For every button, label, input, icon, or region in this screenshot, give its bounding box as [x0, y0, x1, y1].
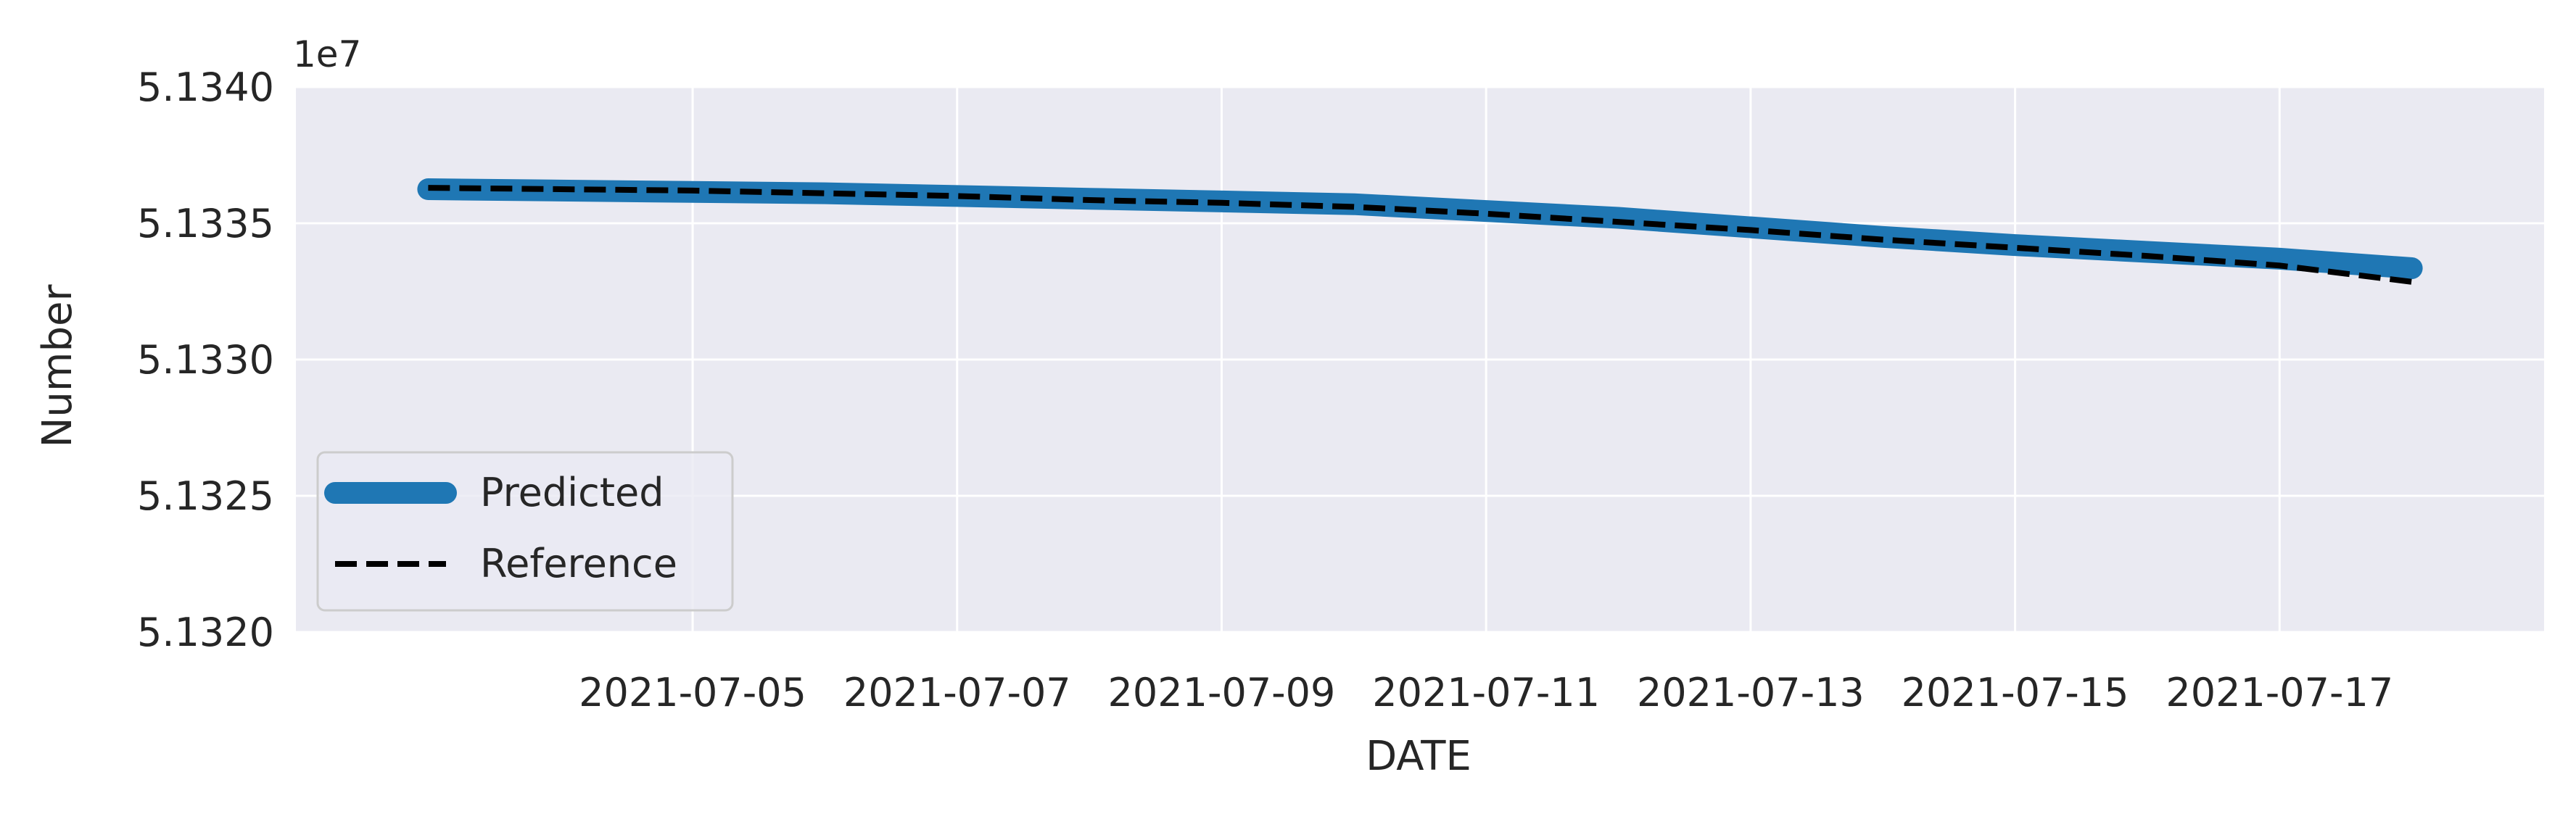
y-axis-offset-label: 1e7 — [293, 33, 361, 75]
data-point-reference — [427, 187, 429, 188]
y-tick-label: 5.1335 — [137, 201, 274, 246]
x-tick-labels: 2021-07-05 2021-07-07 2021-07-09 2021-07-11… — [579, 670, 2393, 715]
data-point-reference — [692, 190, 693, 191]
x-tick-label: 2021-07-15 — [1902, 670, 2129, 715]
data-point-predicted — [1617, 217, 1620, 220]
y-tick-label: 5.1325 — [137, 473, 274, 519]
data-point-reference — [1750, 229, 1751, 231]
data-point-reference — [1089, 199, 1090, 201]
x-tick-label: 2021-07-05 — [579, 670, 806, 715]
data-point-reference — [957, 195, 958, 196]
legend-label-reference: Reference — [480, 541, 677, 586]
data-point-reference — [1485, 213, 1487, 215]
y-tick-label: 5.1340 — [137, 65, 274, 110]
x-tick-label: 2021-07-07 — [843, 670, 1071, 715]
y-axis-label: Number — [34, 284, 81, 448]
data-point-predicted — [2146, 251, 2149, 254]
data-point-reference — [2279, 265, 2280, 266]
x-tick-label: 2021-07-11 — [1372, 670, 1600, 715]
data-point-reference — [1882, 239, 1883, 241]
series-layer — [417, 178, 2423, 285]
data-point-predicted — [2014, 244, 2017, 246]
data-point-predicted — [2411, 267, 2414, 270]
data-point-reference — [2411, 281, 2413, 283]
grid-lines — [296, 86, 2544, 634]
series-line-reference — [428, 185, 2413, 285]
data-point-reference — [2015, 247, 2016, 249]
data-point-reference — [1221, 202, 1223, 204]
y-tick-label: 5.1330 — [137, 337, 274, 383]
data-point-reference — [2147, 255, 2148, 257]
legend: Predicted Reference — [316, 451, 734, 612]
data-point-reference — [1618, 221, 1619, 223]
data-point-reference — [560, 188, 561, 190]
data-point-predicted — [1485, 209, 1487, 212]
data-point-predicted — [2278, 257, 2281, 260]
legend-label-predicted: Predicted — [480, 470, 664, 515]
data-point-reference — [1353, 206, 1355, 207]
y-tick-label: 5.1320 — [137, 610, 274, 655]
data-point-reference — [824, 193, 825, 194]
x-tick-label: 2021-07-17 — [2166, 670, 2393, 715]
x-tick-label: 2021-07-09 — [1108, 670, 1336, 715]
x-axis-label: DATE — [1366, 733, 1471, 780]
x-tick-label: 2021-07-13 — [1637, 670, 1865, 715]
y-tick-labels: 5.1320 5.1325 5.1330 5.1335 5.1340 — [137, 65, 274, 655]
